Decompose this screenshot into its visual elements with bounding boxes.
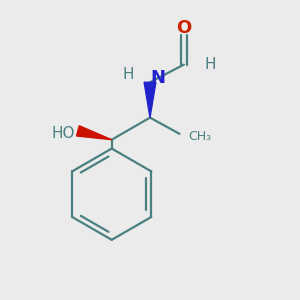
Text: HO: HO [51, 126, 75, 141]
Text: O: O [176, 19, 191, 37]
Text: CH₃: CH₃ [188, 130, 212, 143]
Polygon shape [144, 82, 156, 118]
Text: H: H [122, 68, 134, 82]
Text: H: H [205, 57, 216, 72]
Text: N: N [150, 69, 165, 87]
Polygon shape [76, 126, 112, 140]
